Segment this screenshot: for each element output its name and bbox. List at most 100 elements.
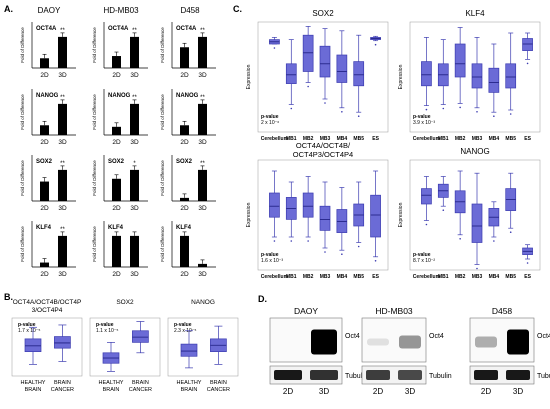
bar	[40, 181, 49, 201]
gene-label: OCT4A	[176, 26, 197, 32]
outlier-point	[357, 245, 360, 248]
bar-subplot: OCT4A Fold of Difference 2D 3D **	[160, 22, 216, 79]
outlier-point	[374, 43, 377, 46]
box-body	[24, 338, 42, 352]
box-c	[285, 181, 297, 238]
plot-title: KLF4	[465, 9, 485, 18]
pvalue-value: 8.7 x 10⁻²	[413, 258, 435, 264]
x-tick-label: MB2	[303, 274, 314, 280]
pvalue-label: p-value	[413, 252, 431, 258]
x-tick-label: MB5	[505, 136, 516, 142]
oct4-band	[311, 329, 337, 355]
plot-frame	[11, 317, 83, 377]
gene-label: OCT4A	[36, 26, 57, 32]
x-tick-label: MB3	[320, 136, 331, 142]
bar	[198, 263, 207, 267]
outlier-point	[459, 238, 461, 240]
x-tick-label: ES	[372, 274, 379, 280]
box-c	[353, 34, 365, 113]
box-c	[454, 170, 466, 236]
pvalue-label: p-value	[18, 322, 36, 328]
x-tick-label: 2D	[180, 205, 189, 212]
gene-label: KLF4	[108, 225, 124, 231]
outlier-point	[476, 111, 478, 113]
x-tick-label: 3D	[130, 139, 139, 146]
plot-title: OCT4A/OCT4B/OCT4P	[13, 299, 82, 306]
box-c	[522, 32, 533, 60]
tubulin-band	[506, 370, 530, 380]
bar	[40, 125, 49, 135]
gene-label: KLF4	[36, 225, 52, 231]
significance-stars: **	[60, 95, 65, 101]
outlier-point	[374, 260, 377, 262]
plot-frame	[409, 159, 541, 271]
bar-subplot: SOX2 Fold of Difference 2D 3D **	[160, 155, 216, 212]
box-body	[522, 38, 533, 51]
box-c	[505, 32, 517, 111]
bar	[198, 169, 207, 201]
cell-line-label: DAOY	[294, 306, 318, 316]
box-body	[319, 45, 331, 78]
bar	[58, 169, 67, 201]
gene-label: KLF4	[176, 225, 192, 231]
x-tick-label: 2D	[112, 271, 121, 278]
lane-label: 3D	[513, 387, 523, 396]
x-tick-label: MB3	[472, 136, 483, 142]
panel-d-western-blots: DAOY 2D 3D Oct4 Tubulin HD-MB03 2D 3D Oct4 Tubuli…	[269, 306, 550, 396]
y-axis-label: Fold of Difference	[20, 226, 25, 262]
bar-subplot: NANOG Fold of Difference 2D 3D **	[160, 89, 216, 146]
outlier-point	[459, 106, 461, 109]
x-tick-label: BRAIN	[210, 380, 227, 386]
box-body	[488, 67, 500, 93]
box-c	[421, 176, 432, 221]
significance-stars: **	[60, 28, 65, 34]
x-tick-label: CANCER	[207, 387, 230, 393]
outlier-point	[442, 107, 445, 110]
box-b	[210, 325, 227, 365]
significance-stars: **	[132, 28, 137, 34]
y-axis-label: Fold of Difference	[160, 160, 165, 196]
bar	[112, 126, 121, 135]
plot-title: OCT4A/OCT4B/	[296, 141, 351, 150]
plot-frame	[89, 317, 161, 377]
tubulin-band	[398, 370, 422, 380]
lane-label: 2D	[373, 387, 383, 396]
bar-subplot: KLF4 Fold of Difference 2D 3D	[160, 221, 216, 278]
box-c	[285, 39, 297, 105]
gene-label: SOX2	[36, 159, 53, 165]
x-tick-label: MB5	[353, 274, 364, 280]
plot-title: OCT4P3/OCT4P4	[293, 150, 353, 159]
x-tick-label: 2D	[40, 271, 49, 278]
y-axis-label: Expression	[246, 64, 252, 89]
y-axis-label: Expression	[398, 64, 404, 89]
x-tick-label: 2D	[112, 72, 121, 79]
bar	[198, 103, 207, 135]
x-tick-label: BRAIN	[181, 387, 198, 393]
panel-d-label: D.	[258, 294, 267, 304]
panel-a-col-hdmb03: HD-MB03	[103, 6, 139, 15]
box-body	[336, 209, 348, 233]
x-tick-label: HEALTHY	[99, 380, 124, 386]
x-tick-label: CANCER	[51, 387, 74, 393]
pvalue-label: p-value	[174, 322, 192, 328]
bar-subplot: NANOG Fold of Difference 2D 3D **	[92, 89, 148, 146]
box-c	[269, 37, 280, 45]
x-tick-label: 3D	[198, 139, 207, 146]
x-tick-label: BRAIN	[103, 387, 120, 393]
panel-a-label: A.	[4, 4, 13, 14]
y-axis-label: Fold of Difference	[160, 226, 165, 262]
boxplot-c: OCT4A/OCT4B/OCT4P3/OCT4P4 Expression p-val…	[246, 141, 389, 280]
x-tick-label: 3D	[58, 139, 67, 146]
panel-a-col-daoy: DAOY	[38, 6, 61, 15]
bar	[180, 47, 189, 68]
box-c	[421, 37, 432, 106]
significance-stars: **	[132, 95, 137, 101]
bar	[40, 262, 49, 267]
outlier-point	[509, 113, 512, 115]
tubulin-band	[366, 370, 390, 380]
